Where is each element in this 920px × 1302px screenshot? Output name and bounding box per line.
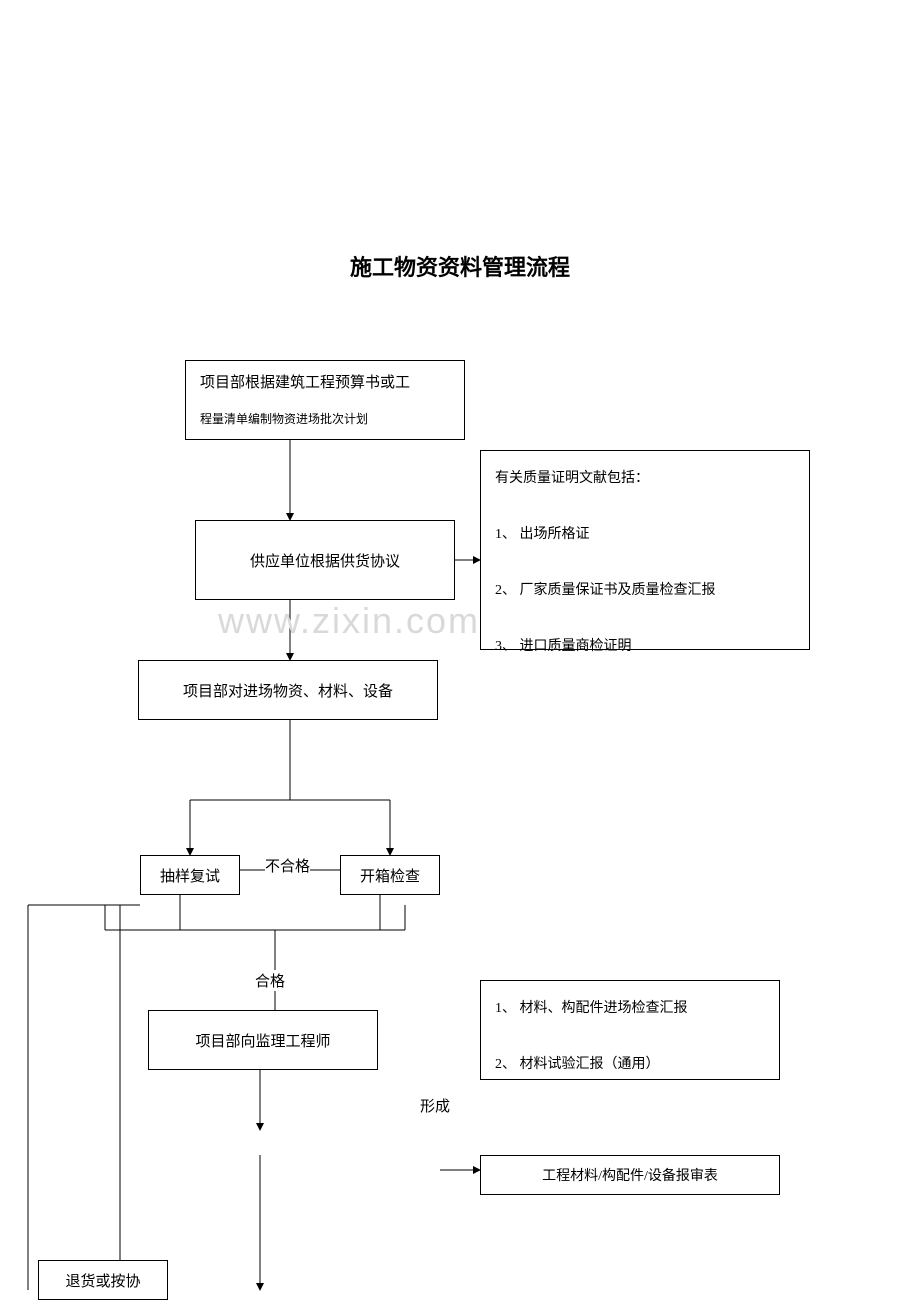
- node-plan: 项目部根据建筑工程预算书或工程量清单编制物资进场批次计划: [185, 360, 465, 440]
- node-unbox-check: 开箱检查: [340, 855, 440, 895]
- label-pass: 合格: [255, 970, 285, 991]
- info-quality-docs: 有关质量证明文献包括：1、 出场所格证2、 厂家质量保证书及质量检查汇报3、 进…: [480, 450, 810, 650]
- page-title: 施工物资资料管理流程: [320, 250, 600, 282]
- label-form: 形成: [420, 1095, 450, 1116]
- node-supervisor: 项目部向监理工程师: [148, 1010, 378, 1070]
- label-fail: 不合格: [265, 855, 310, 876]
- node-inspect-incoming: 项目部对进场物资、材料、设备: [138, 660, 438, 720]
- node-sample-retest: 抽样复试: [140, 855, 240, 895]
- info-approval-form: 工程材料/构配件/设备报审表: [480, 1155, 780, 1195]
- node-return-goods: 退货或按协: [38, 1260, 168, 1300]
- node-supplier: 供应单位根据供货协议: [195, 520, 455, 600]
- info-reports: 1、 材料、构配件进场检查汇报2、 材料试验汇报（通用）: [480, 980, 780, 1080]
